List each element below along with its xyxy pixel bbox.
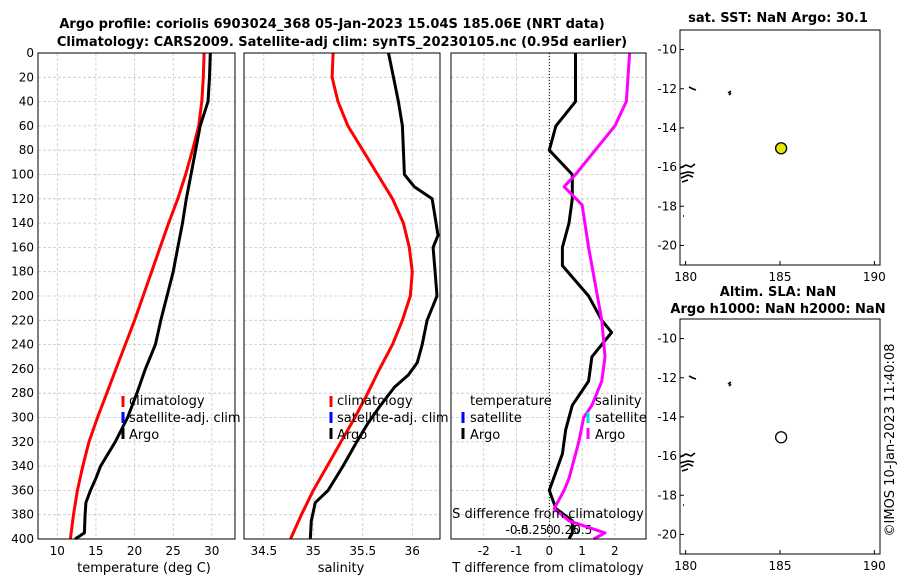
legend-label-satellite: satellite-adj. clim [337, 411, 449, 426]
salinity-legend: climatology satellite-adj. clim Argo [329, 394, 449, 443]
x-tick-label: 25 [166, 544, 181, 558]
map-y-tick-label: -12 [657, 371, 677, 385]
float-position-marker [774, 142, 788, 155]
sst-map-panel: -10 -12 -14 -16 -18 -20 180 185 190 [657, 29, 886, 284]
y-tick-label: 300 [11, 411, 34, 425]
temperature-xlabel: temperature (deg C) [77, 561, 211, 576]
y-tick-label: 0 [26, 46, 34, 60]
legend-label-argo-temperature: Argo [470, 428, 500, 443]
map-y-tick-label: -14 [657, 121, 677, 135]
y-tick-label: 80 [19, 143, 34, 157]
salinity-xlabel: salinity [318, 561, 365, 576]
legend-label-argo: Argo [337, 428, 367, 443]
y-tick-label: 140 [11, 216, 34, 230]
map-y-tick-label: -16 [657, 160, 677, 174]
x-tick-label: 15 [88, 544, 103, 558]
coastline-sst-map [679, 86, 732, 217]
map-y-tick-label: -20 [657, 238, 677, 252]
y-tick-label: 280 [11, 386, 34, 400]
x-tick-label: 36 [405, 544, 420, 558]
map-x-tick-label: 190 [863, 559, 886, 573]
map-y-tick-label: -18 [657, 488, 677, 502]
legend-label-temperature: temperature [470, 394, 552, 409]
secondary-x-tick-label: -0.25 [516, 523, 547, 537]
difference-xlabel: T difference from climatology [451, 561, 644, 576]
map-y-tick-label: -10 [657, 332, 677, 346]
legend-label-argo-salinity: Argo [595, 428, 625, 443]
map-x-tick-label: 180 [674, 270, 697, 284]
x-tick-label: 35.5 [349, 544, 376, 558]
x-tick-label: -2 [478, 544, 490, 558]
map-y-tick-label: -12 [657, 82, 677, 96]
y-tick-label: 120 [11, 192, 34, 206]
y-tick-label: 360 [11, 483, 34, 497]
map-x-tick-label: 185 [769, 559, 792, 573]
map-x-tick-label: 180 [674, 559, 697, 573]
x-tick-label: 35 [306, 544, 321, 558]
map-y-tick-label: -14 [657, 410, 677, 424]
title-line-1: Argo profile: coriolis 6903024_368 05-Ja… [59, 17, 604, 32]
y-tick-label: 240 [11, 338, 34, 352]
secondary-x-tick-label: 0 [546, 523, 554, 537]
y-tick-label: 40 [19, 95, 34, 109]
secondary-x-tick-label: -0.5 [505, 523, 528, 537]
x-tick-label: 10 [50, 544, 65, 558]
legend-label-satellite-temperature: satellite [470, 411, 522, 426]
x-tick-label: 30 [204, 544, 219, 558]
salinity-panel: 34.5 35 35.5 36 [243, 52, 441, 558]
title-line-2: Climatology: CARS2009. Satellite-adj cli… [57, 35, 627, 50]
y-tick-label: 400 [11, 532, 34, 546]
coastline-sla-map [679, 375, 732, 506]
x-tick-label: 20 [127, 544, 142, 558]
x-tick-label: 0 [545, 544, 553, 558]
legend-label-climatology: climatology [129, 394, 205, 409]
imos-credit: ©IMOS 10-Jan-2023 11:40:08 [883, 344, 898, 537]
plot-frame [450, 52, 647, 540]
x-tick-label: 1 [578, 544, 586, 558]
series-line-climatology [289, 52, 414, 540]
temperature-panel: 0 20 40 60 80 100 120 140 160 180 200 220 240 260 280 3… [11, 46, 236, 558]
legend-label-argo: Argo [129, 428, 159, 443]
y-tick-label: 180 [11, 265, 34, 279]
sla-map-title-2: Argo h1000: NaN h2000: NaN [670, 302, 885, 317]
map-y-tick-label: -18 [657, 199, 677, 213]
difference-panel: -2 -1 0 1 2-0.5-0.250 0.250.5 [450, 52, 647, 558]
x-tick-label: 2 [611, 544, 619, 558]
y-tick-label: 200 [11, 289, 34, 303]
y-tick-label: 100 [11, 168, 34, 182]
series-line-argo [308, 52, 440, 540]
map-x-tick-label: 185 [769, 270, 792, 284]
secondary-xlabel: S difference from climatology [452, 507, 644, 522]
map-x-tick-label: 190 [863, 270, 886, 284]
sla-map-panel: -10 -12 -14 -16 -18 -20 180 185 190 [657, 318, 886, 573]
map-y-tick-label: -16 [657, 449, 677, 463]
sla-map-title: Altim. SLA: NaN [720, 285, 836, 300]
y-tick-label: 320 [11, 435, 34, 449]
y-tick-label: 260 [11, 362, 34, 376]
y-tick-label: 340 [11, 459, 34, 473]
x-tick-label: -1 [511, 544, 523, 558]
y-tick-label: 220 [11, 313, 34, 327]
series-line-argo [74, 52, 212, 541]
y-tick-label: 160 [11, 240, 34, 254]
float-position-marker [774, 431, 788, 444]
temperature-legend: climatology satellite-adj. clim Argo [121, 394, 241, 443]
y-tick-label: 60 [19, 119, 34, 133]
y-tick-label: 380 [11, 508, 34, 522]
legend-label-salinity: salinity [595, 394, 642, 409]
x-tick-label: 34.5 [250, 544, 277, 558]
series-line-s-argo-clim [552, 52, 632, 541]
plot-frame [243, 52, 441, 540]
map-y-tick-label: -20 [657, 527, 677, 541]
difference-legend: temperature satellite Argo salinity sate… [461, 394, 647, 443]
series-line-climatology [68, 52, 206, 540]
plot-frame [37, 52, 236, 540]
legend-label-climatology: climatology [337, 394, 413, 409]
legend-label-satellite: satellite-adj. clim [129, 411, 241, 426]
map-y-tick-label: -10 [657, 43, 677, 57]
y-tick-label: 20 [19, 70, 34, 84]
legend-label-satellite-salinity: satellite [595, 411, 647, 426]
sst-map-title: sat. SST: NaN Argo: 30.1 [688, 11, 868, 26]
